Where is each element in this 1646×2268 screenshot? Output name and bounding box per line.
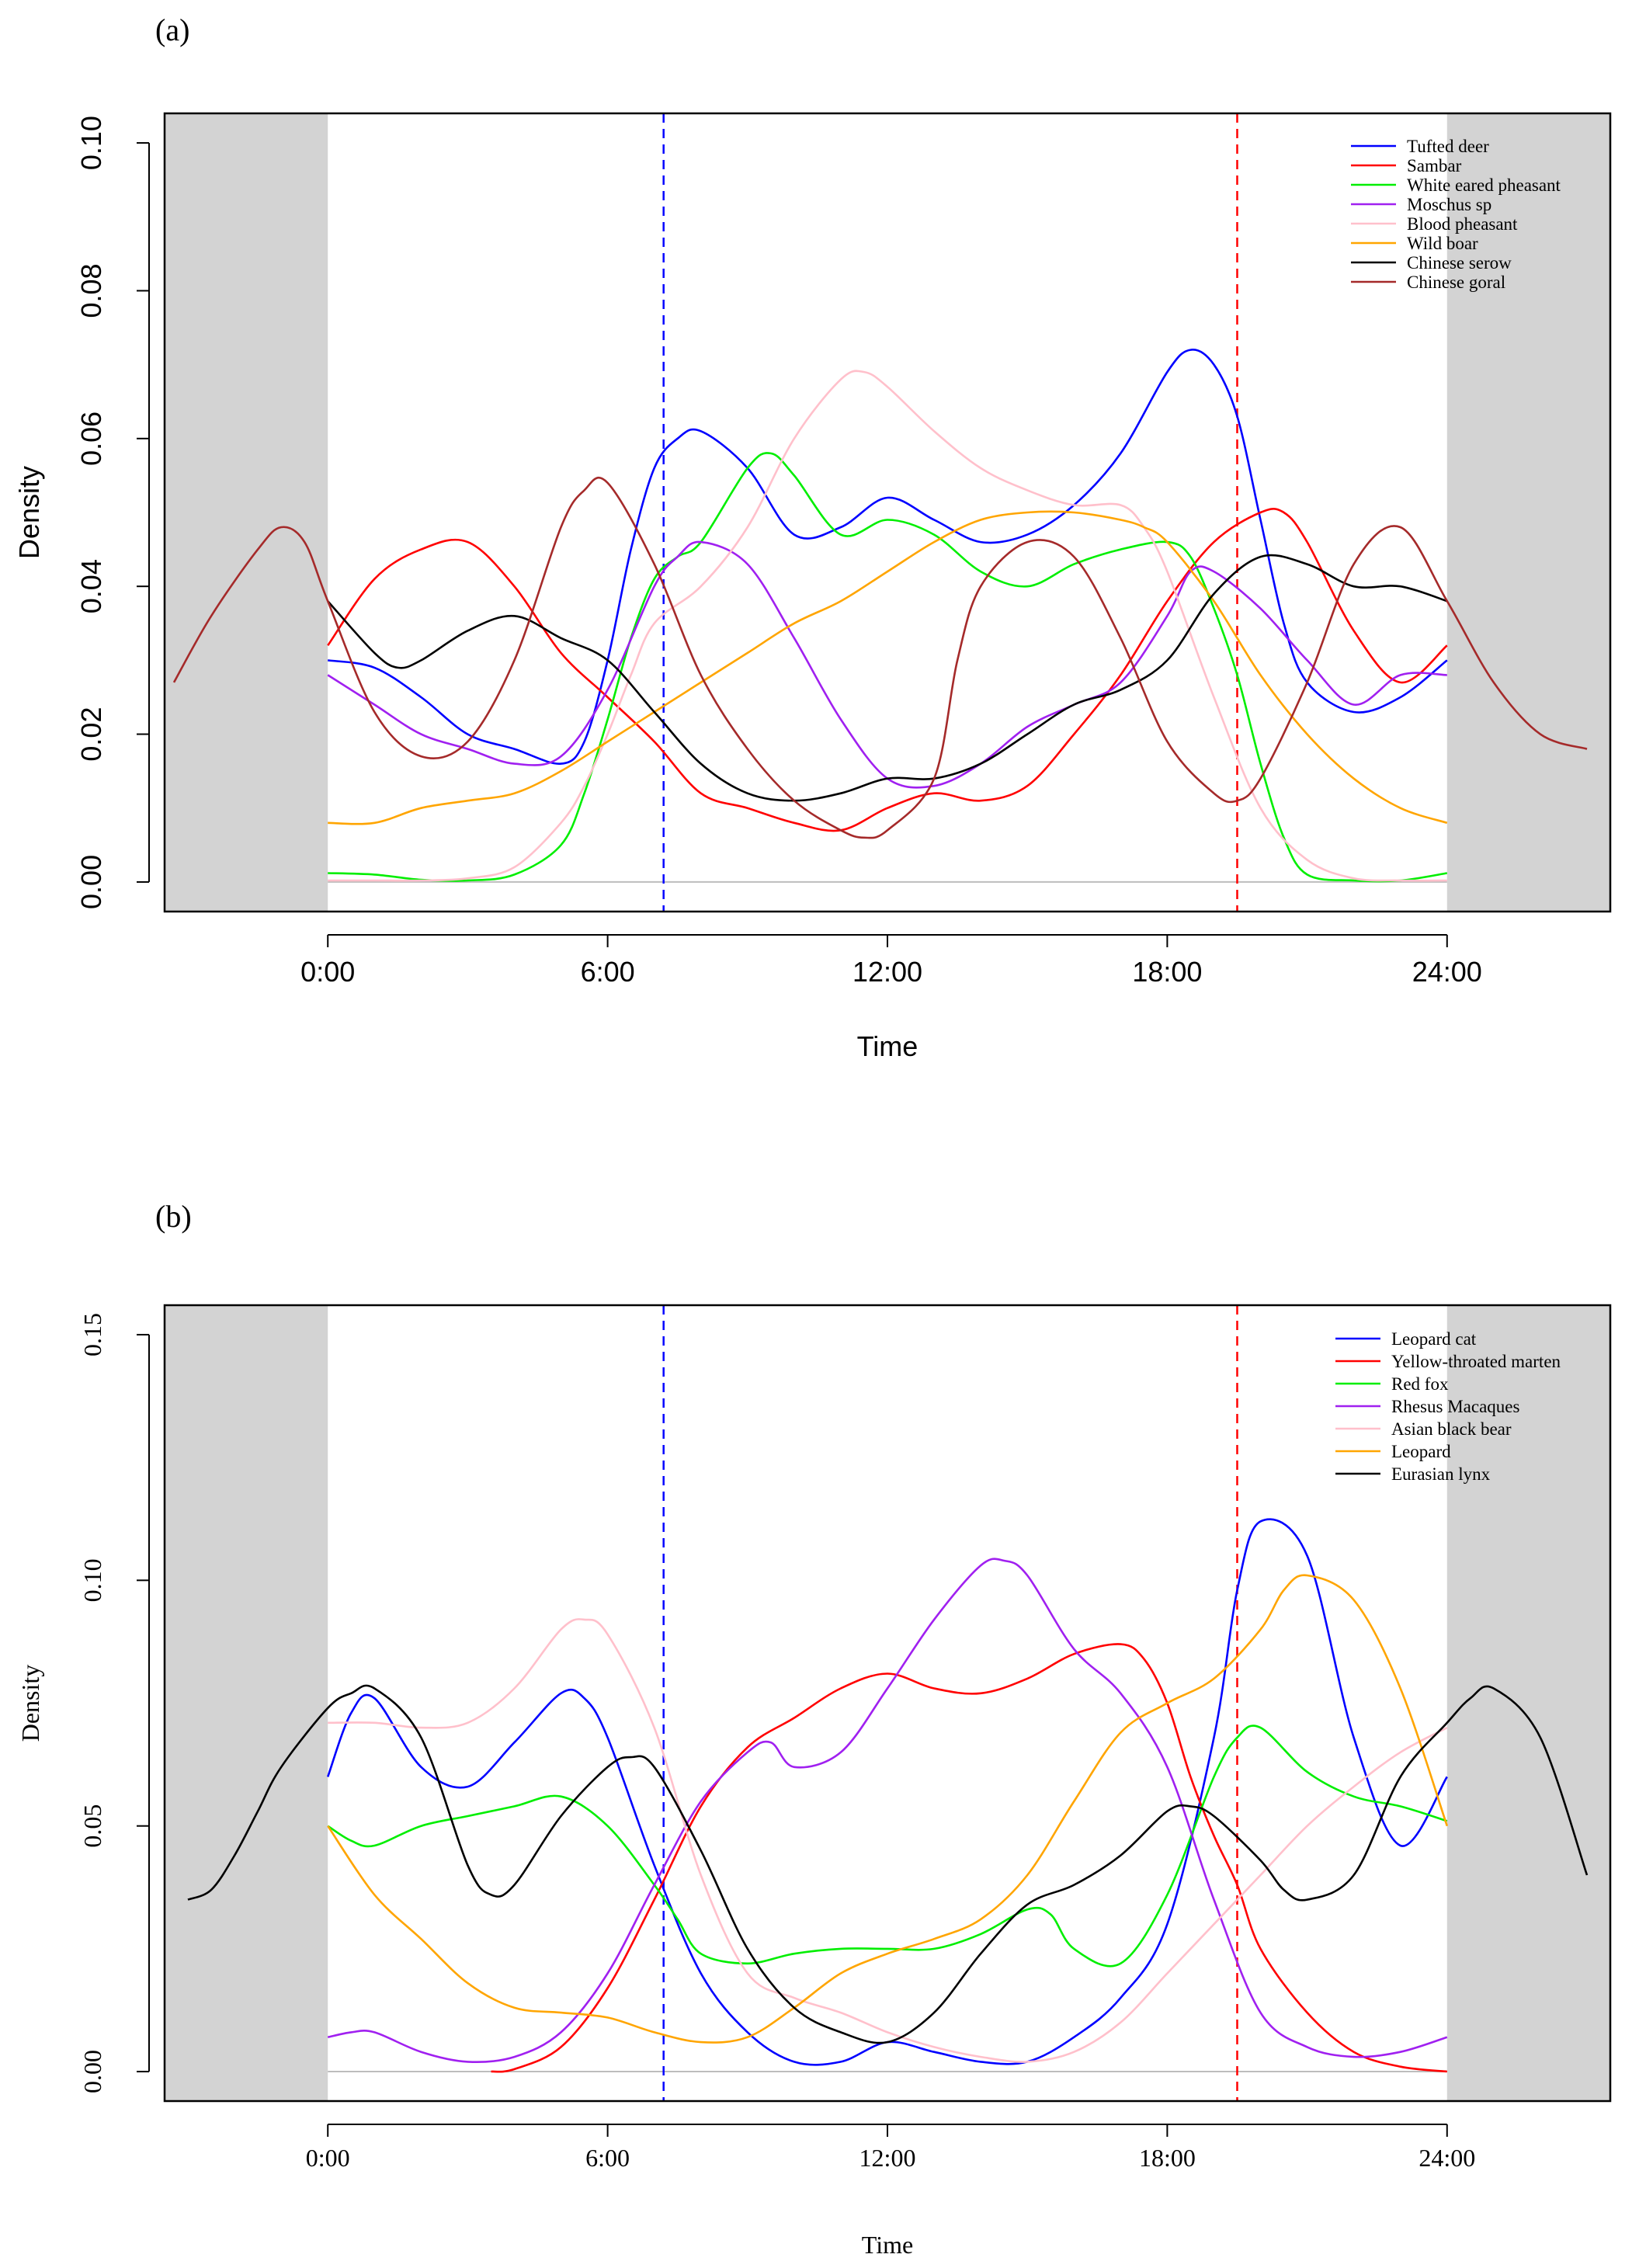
night-shading-left: [165, 113, 328, 912]
night-shading-left: [165, 1305, 328, 2101]
panel-a: (a) 0:00 6:00 12:00 18:00 24:00 0.00 0.02 0.04 0.…: [13, 12, 1612, 1062]
series-line-moschus-sp: [327, 540, 1447, 789]
y-tick-label: 0.15: [78, 1313, 106, 1356]
y-tick-label: 0.10: [75, 116, 107, 170]
legend-label: White eared pheasant: [1407, 175, 1561, 195]
legend-label: Red fox: [1391, 1374, 1449, 1394]
legend-label: Yellow-throated marten: [1391, 1352, 1561, 1371]
legend-label: Eurasian lynx: [1391, 1464, 1491, 1484]
x-tick-label: 6:00: [581, 956, 635, 988]
series-line-wild-boar: [328, 510, 1448, 825]
x-tick-label: 0:00: [306, 2144, 350, 2172]
series-line-red-fox: [327, 1724, 1448, 1968]
y-tick-label: 0.05: [78, 1804, 106, 1848]
x-tick-label: 0:00: [300, 956, 355, 988]
legend-label: Asian black bear: [1391, 1419, 1512, 1439]
panel-label: (b): [155, 1199, 192, 1234]
y-tick-label: 0.10: [78, 1558, 106, 1602]
y-tick-label: 0.02: [75, 707, 107, 762]
x-tick-label: 6:00: [585, 2144, 630, 2172]
y-axis-title: Density: [13, 466, 45, 559]
legend-label: Wild boar: [1407, 234, 1478, 253]
series-line-leopard-cat: [326, 1518, 1448, 2066]
series-line-eurasian-lynx: [187, 1684, 1589, 2044]
x-axis-title: Time: [857, 1030, 918, 1062]
legend-label: Rhesus Macaques: [1391, 1397, 1519, 1416]
panel-label: (a): [155, 12, 189, 47]
x-tick-label: 12:00: [859, 2144, 916, 2172]
series-line-yellow-throated-marten: [491, 1643, 1447, 2073]
series-line-tufted-deer: [327, 349, 1448, 765]
night-shading-right: [1446, 113, 1610, 912]
legend-label: Leopard cat: [1391, 1329, 1477, 1349]
x-tick-label: 24:00: [1412, 956, 1482, 988]
series-line-sambar: [327, 507, 1448, 832]
x-tick-label: 18:00: [1139, 2144, 1196, 2172]
y-tick-label: 0.08: [75, 263, 107, 318]
y-tick-label: 0.00: [75, 855, 107, 909]
series-line-rhesus-macaques: [327, 1558, 1448, 2064]
legend-label: Tufted deer: [1407, 137, 1489, 156]
legend-label: Moschus sp: [1407, 195, 1491, 214]
series-line-white-eared-pheasant: [328, 452, 1448, 883]
legend-label: Chinese serow: [1407, 253, 1512, 273]
legend-label: Leopard: [1391, 1442, 1451, 1461]
y-tick-label: 0.04: [75, 559, 107, 613]
plot-frame: [163, 112, 1612, 913]
x-tick-label: 24:00: [1419, 2144, 1475, 2172]
y-tick-label: 0.06: [75, 412, 107, 466]
series-line-leopard: [327, 1574, 1449, 2044]
legend-label: Sambar: [1407, 156, 1462, 175]
legend-label: Blood pheasant: [1407, 214, 1518, 234]
panel-b: (b) 0:00 6:00 12:00 18:00 24:00 0.00 0.05 0.10 0.…: [16, 1199, 1612, 2259]
y-tick-label: 0.00: [78, 2050, 106, 2093]
x-tick-label: 18:00: [1132, 956, 1202, 988]
y-axis-title: Density: [16, 1665, 44, 1742]
legend: Leopard cat Yellow-throated marten Red fox…: [1335, 1329, 1561, 1484]
night-shading-right: [1446, 1305, 1610, 2101]
plot-frame: [163, 1304, 1612, 2103]
series-line-chinese-goral: [172, 477, 1588, 839]
legend-label: Chinese goral: [1407, 273, 1505, 292]
x-tick-label: 12:00: [853, 956, 922, 988]
x-axis-title: Time: [862, 2231, 913, 2259]
series-line-chinese-serow: [327, 554, 1448, 802]
series-line-blood-pheasant: [328, 370, 1447, 882]
series-line-asian-black-bear: [328, 1618, 1448, 2063]
